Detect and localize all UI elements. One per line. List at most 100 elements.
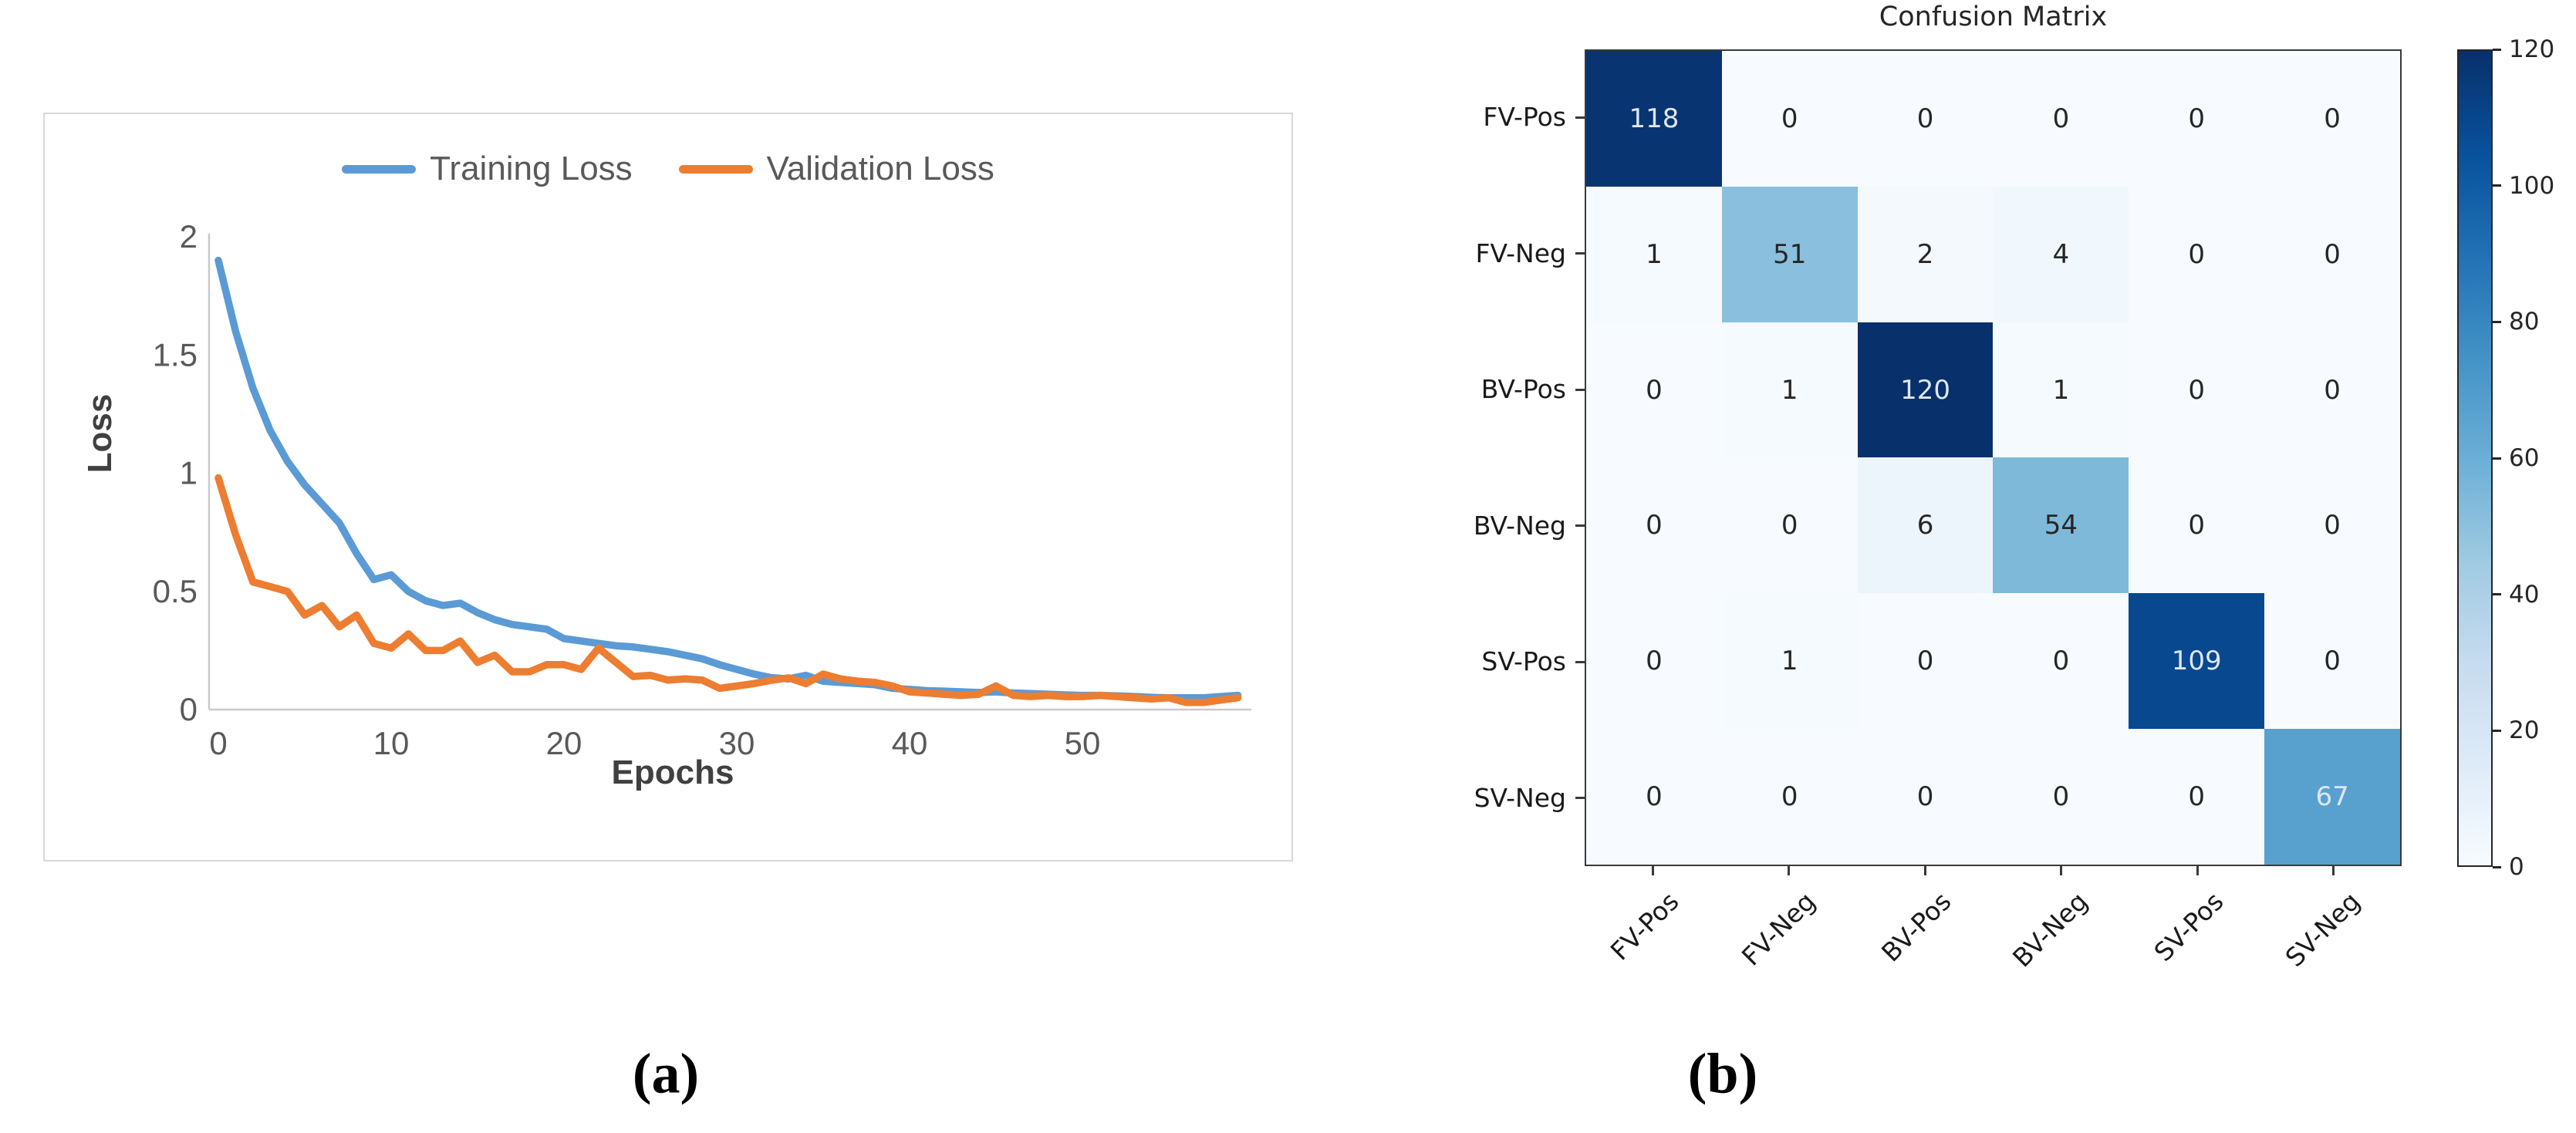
cm-col-label: SV-Neg — [2279, 886, 2366, 973]
colorbar-tick — [2493, 320, 2501, 323]
cm-col-label: FV-Pos — [1605, 886, 1685, 966]
cm-cell-SV-Neg-SV-Neg: 67 — [2264, 729, 2400, 865]
cm-cell-FV-Neg-SV-Pos: 0 — [2129, 186, 2265, 322]
cm-row-tick — [1575, 388, 1585, 391]
confusion-matrix-grid: 118 0 0 0 0 0 1 51 2 4 0 0 0 1 120 1 0 0 0 0 6 54 0 0 0 1 0 0 109 0 0 0… — [1585, 49, 2402, 866]
cm-row-label: FV-Pos — [1483, 102, 1566, 133]
cm-cell-BV-Neg-BV-Neg: 54 — [1993, 457, 2129, 594]
x-axis-tick-label: 40 — [892, 725, 928, 761]
cm-cell-FV-Pos-FV-Pos: 118 — [1586, 51, 1722, 187]
y-axis-tick-label: 0.5 — [153, 573, 198, 609]
cm-cell-BV-Pos-SV-Pos: 0 — [2129, 322, 2265, 458]
cm-cell-BV-Pos-SV-Neg: 0 — [2264, 322, 2400, 458]
cm-cell-SV-Neg-SV-Pos: 0 — [2129, 729, 2265, 865]
cm-col-label: BV-Pos — [1875, 886, 1957, 968]
cm-col-label: BV-Neg — [2006, 886, 2094, 973]
cm-cell-FV-Pos-BV-Neg: 0 — [1993, 51, 2129, 187]
colorbar-tick — [2493, 865, 2501, 868]
cm-cell-FV-Neg-BV-Neg: 4 — [1993, 186, 2129, 322]
legend-item-training-loss: Training Loss — [342, 150, 633, 188]
cm-row-label: FV-Neg — [1475, 238, 1566, 268]
x-axis-tick-label: 30 — [719, 725, 755, 761]
cm-cell-BV-Neg-SV-Neg: 0 — [2264, 457, 2400, 594]
cm-col-tick — [2196, 866, 2199, 875]
cm-col-tick — [2060, 866, 2063, 875]
colorbar-tick — [2493, 184, 2501, 187]
cm-row-tick — [1575, 116, 1585, 119]
colorbar-tick-label: 20 — [2509, 717, 2540, 745]
cm-cell-BV-Neg-FV-Neg: 0 — [1721, 457, 1858, 594]
cm-row-label: BV-Neg — [1473, 510, 1566, 541]
cm-cell-FV-Neg-SV-Neg: 0 — [2264, 186, 2400, 322]
cm-cell-FV-Pos-SV-Neg: 0 — [2264, 51, 2400, 187]
cm-cell-BV-Neg-BV-Pos: 6 — [1857, 457, 1994, 594]
loss-y-axis-title: Loss — [81, 393, 119, 474]
loss-line-chart: 00.511.520 10 20 30 40 50 — [153, 218, 1251, 761]
cm-cell-SV-Pos-BV-Pos: 0 — [1857, 593, 1994, 730]
colorbar-tick-label: 80 — [2509, 308, 2540, 336]
cm-cell-SV-Neg-BV-Pos: 0 — [1857, 729, 1994, 865]
cm-cell-SV-Pos-BV-Neg: 0 — [1993, 593, 2129, 730]
cm-cell-FV-Neg-FV-Pos: 1 — [1586, 186, 1722, 322]
loss-x-axis-title: Epochs — [611, 754, 734, 791]
colorbar-tick-label: 60 — [2509, 444, 2540, 472]
legend-item-validation-loss: Validation Loss — [678, 150, 994, 188]
caption-b: (b) — [1687, 1042, 1758, 1106]
cm-cell-BV-Pos-FV-Neg: 1 — [1721, 322, 1858, 458]
cm-row-tick — [1575, 660, 1585, 663]
y-axis-tick-label: 0 — [180, 691, 198, 727]
cm-col-label: FV-Neg — [1735, 886, 1821, 972]
x-axis-tick-label: 0 — [209, 725, 227, 761]
colorbar-tick — [2493, 457, 2501, 460]
colorbar-tick — [2493, 48, 2501, 51]
cm-cell-SV-Neg-BV-Neg: 0 — [1993, 729, 2129, 865]
validation-loss-label: Validation Loss — [766, 150, 994, 187]
confusion-matrix-title: Confusion Matrix — [1879, 2, 2108, 32]
colorbar-tick-label: 40 — [2509, 580, 2540, 609]
cm-cell-BV-Neg-FV-Pos: 0 — [1586, 457, 1722, 594]
cm-col-tick — [2332, 866, 2335, 875]
validation-loss-swatch — [678, 164, 753, 174]
cm-cell-FV-Neg-FV-Neg: 51 — [1721, 186, 1858, 322]
cm-cell-SV-Pos-SV-Neg: 0 — [2264, 593, 2400, 730]
y-axis-tick-label: 1 — [180, 455, 198, 491]
cm-row-label: SV-Neg — [1474, 782, 1566, 813]
cm-row-label: BV-Pos — [1480, 374, 1566, 405]
y-axis-tick-label: 2 — [180, 218, 198, 255]
cm-cell-BV-Pos-BV-Pos: 120 — [1857, 322, 1994, 458]
loss-chart-panel: 0 0.5 1 1.5 2 0 10 20 30 40 50 Training Loss Valid… — [43, 113, 1293, 862]
cm-cell-BV-Pos-FV-Pos: 0 — [1586, 322, 1722, 458]
cm-row-tick — [1575, 252, 1585, 255]
cm-cell-SV-Pos-SV-Pos: 109 — [2129, 593, 2265, 730]
cm-cell-SV-Neg-FV-Pos: 0 — [1586, 729, 1722, 865]
cm-cell-BV-Neg-SV-Pos: 0 — [2129, 457, 2265, 594]
cm-cell-SV-Pos-FV-Neg: 1 — [1721, 593, 1858, 730]
cm-row-label: SV-Pos — [1481, 646, 1566, 677]
cm-cell-FV-Pos-FV-Neg: 0 — [1721, 51, 1858, 187]
cm-col-tick — [1788, 866, 1791, 875]
colorbar-gradient — [2457, 49, 2493, 867]
cm-col-tick — [1651, 866, 1654, 875]
x-axis-tick-label: 10 — [373, 725, 410, 761]
cm-cell-SV-Neg-FV-Neg: 0 — [1721, 729, 1858, 865]
cm-cell-SV-Pos-FV-Pos: 0 — [1586, 593, 1722, 730]
training-loss-label: Training Loss — [430, 150, 633, 187]
cm-cell-FV-Pos-BV-Pos: 0 — [1857, 51, 1994, 187]
cm-col-label: SV-Pos — [2148, 886, 2230, 968]
loss-chart-legend: Training Loss Validation Loss — [45, 150, 1291, 188]
colorbar-tick-label: 0 — [2509, 853, 2524, 881]
x-axis-tick-label: 20 — [546, 725, 582, 761]
x-axis-tick-label: 50 — [1065, 725, 1101, 761]
colorbar-tick-label: 100 — [2509, 171, 2555, 200]
cm-cell-FV-Neg-BV-Pos: 2 — [1857, 186, 1994, 322]
cm-col-tick — [1923, 866, 1926, 875]
cm-row-tick — [1575, 797, 1585, 800]
y-axis-tick-label: 1.5 — [153, 336, 198, 373]
caption-a: (a) — [632, 1042, 700, 1106]
training-loss-swatch — [342, 164, 417, 174]
colorbar-tick-label: 120 — [2509, 35, 2555, 63]
colorbar-tick — [2493, 729, 2501, 732]
validation-loss-line — [214, 474, 1242, 706]
colorbar-tick — [2493, 593, 2501, 596]
